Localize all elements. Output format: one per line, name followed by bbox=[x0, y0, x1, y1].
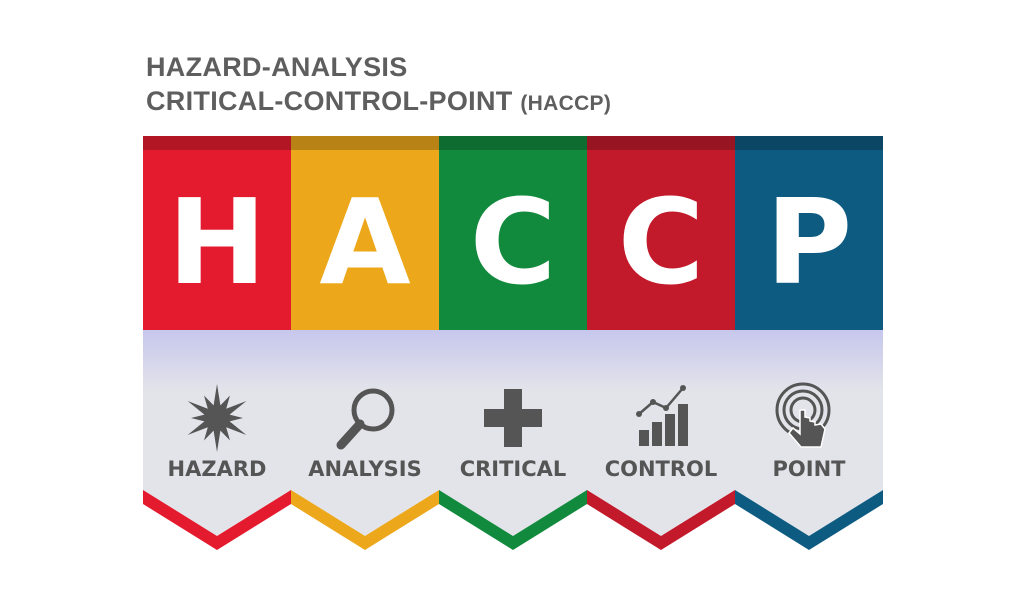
bottom-edge-2 bbox=[291, 490, 439, 550]
title-line-2-text: CRITICAL-CONTROL-POINT bbox=[146, 86, 513, 116]
color-band-group bbox=[143, 136, 883, 372]
word-group: HAZARD ANALYSIS CRITICAL CONTROL POINT bbox=[168, 457, 847, 481]
medical-cross-icon bbox=[484, 389, 542, 447]
band-3 bbox=[439, 136, 587, 372]
icon-group bbox=[187, 382, 831, 452]
band-letter-1: H bbox=[168, 173, 267, 311]
band-letter-3: C bbox=[470, 173, 557, 311]
bar-chart-icon bbox=[636, 385, 688, 446]
column-word-2: ANALYSIS bbox=[308, 457, 421, 481]
touch-pointer-icon bbox=[775, 382, 831, 448]
bottom-edge-5 bbox=[735, 490, 883, 550]
top-band-group bbox=[143, 136, 883, 150]
column-word-1: HAZARD bbox=[168, 457, 267, 481]
band-top-strip-3 bbox=[439, 136, 587, 150]
column-word-5: POINT bbox=[773, 457, 847, 481]
band-letter-5: P bbox=[766, 173, 852, 311]
band-4 bbox=[587, 136, 735, 372]
band-top-strip-2 bbox=[291, 136, 439, 150]
band-1 bbox=[143, 136, 291, 372]
column-word-4: CONTROL bbox=[605, 457, 718, 481]
column-word-3: CRITICAL bbox=[460, 457, 567, 481]
bottom-edge-1 bbox=[143, 490, 291, 550]
diagram-title: HAZARD-ANALYSIS CRITICAL-CONTROL-POINT (… bbox=[146, 50, 611, 121]
bottom-edge-3 bbox=[439, 490, 587, 550]
magnifying-glass-icon bbox=[336, 388, 395, 450]
band-letter-4: C bbox=[618, 173, 705, 311]
panel-2 bbox=[291, 330, 439, 536]
bottom-chevron-group bbox=[143, 490, 883, 550]
title-line-1: HAZARD-ANALYSIS bbox=[146, 52, 408, 82]
band-top-strip-1 bbox=[143, 136, 291, 150]
band-top-strip-4 bbox=[587, 136, 735, 150]
band-letter-2: A bbox=[319, 173, 410, 311]
explosion-burst-icon bbox=[187, 384, 247, 452]
title-line-2: CRITICAL-CONTROL-POINT (HACCP) bbox=[146, 84, 611, 121]
title-abbreviation: (HACCP) bbox=[520, 92, 612, 115]
band-2 bbox=[291, 136, 439, 372]
band-5 bbox=[735, 136, 883, 372]
band-top-strip-5 bbox=[735, 136, 883, 150]
bottom-edge-4 bbox=[587, 490, 735, 550]
